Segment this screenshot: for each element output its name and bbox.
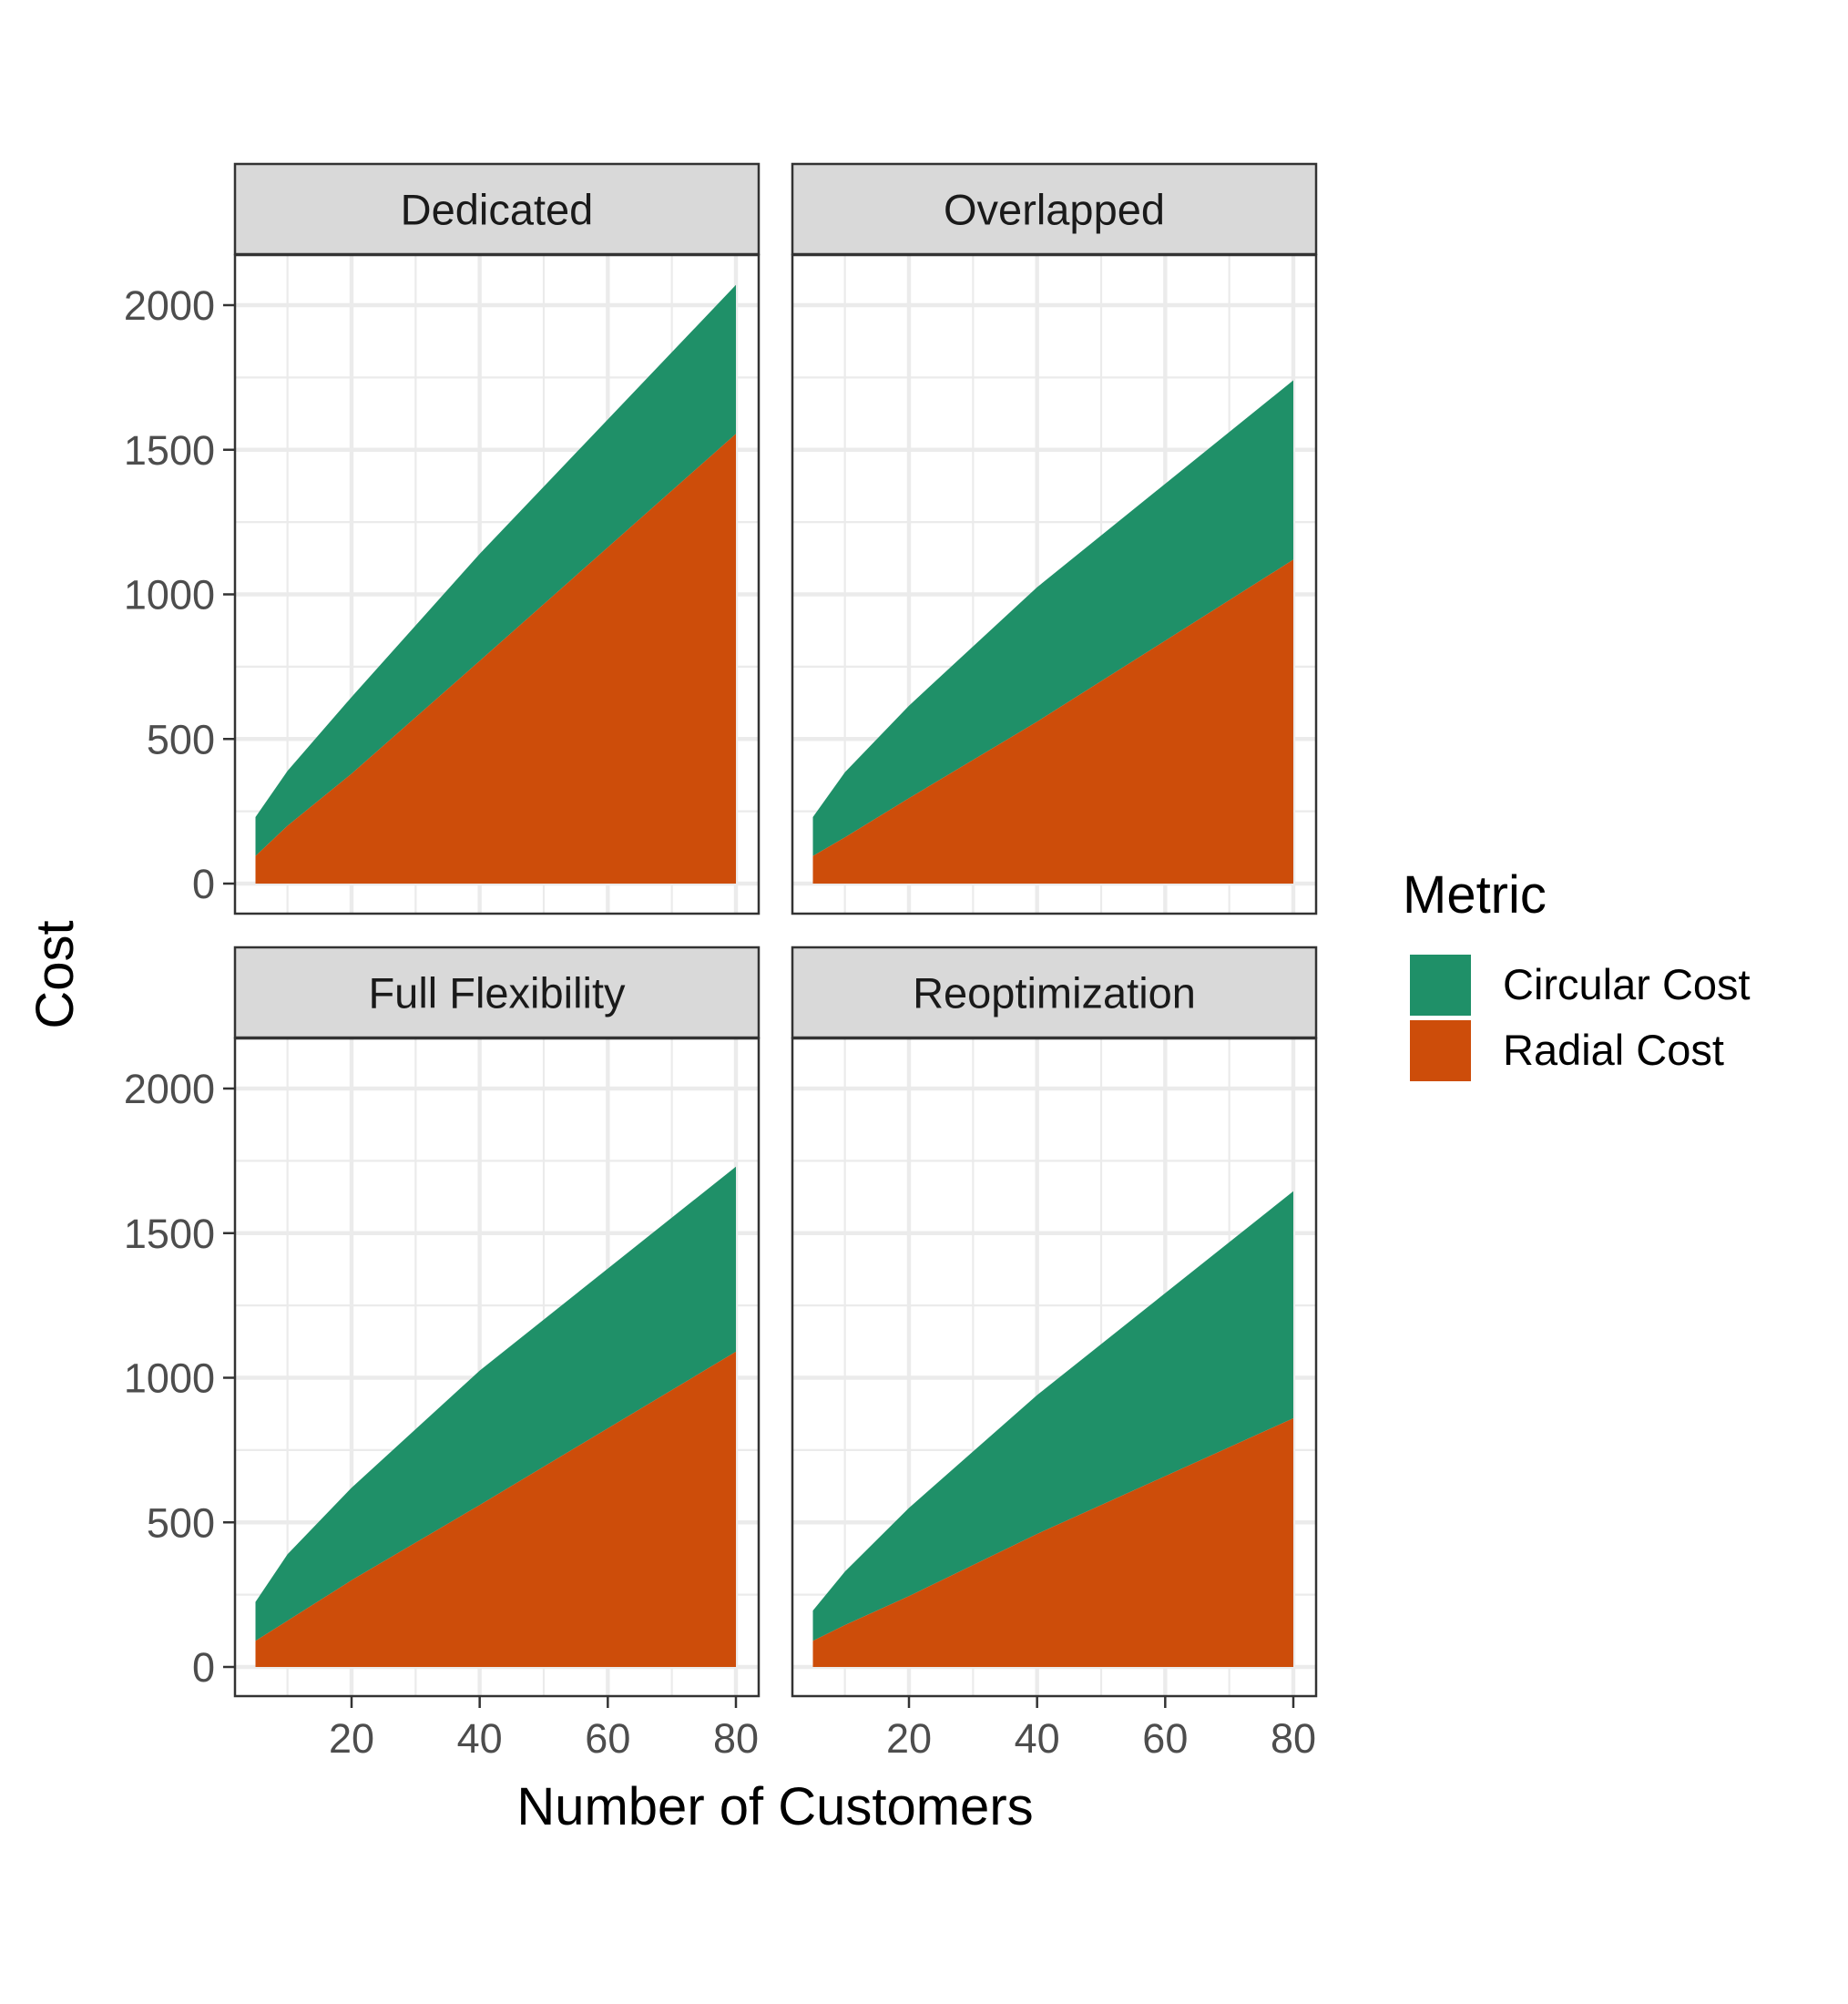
x-axis-title: Number of Customers: [516, 1777, 1033, 1836]
legend-items: Circular Cost Radial Cost: [1410, 955, 1751, 1081]
area-circular-cost: [812, 380, 1293, 856]
x-tick-label: 40: [457, 1715, 503, 1762]
facet-strip: [233, 162, 761, 256]
x-tick-label: 60: [1142, 1715, 1188, 1762]
area-radial-cost: [812, 559, 1293, 884]
area-radial-cost: [812, 1418, 1293, 1667]
y-tick-label: 1000: [124, 572, 215, 619]
x-tick-label: 80: [713, 1715, 759, 1762]
facet-strip-label: Full Flexibility: [368, 969, 626, 1017]
facet-strip: [791, 946, 1318, 1039]
facet-strip: [791, 162, 1318, 256]
panel-dedicated: Dedicated 0 500 1000 1500 2000: [124, 162, 761, 915]
facet-strip-label: Overlapped: [944, 186, 1165, 234]
facet-strip: [233, 946, 761, 1039]
area-radial-cost: [255, 434, 736, 884]
y-tick-label: 1500: [124, 427, 215, 474]
legend-title: Metric: [1403, 865, 1547, 925]
x-tick-label: 20: [329, 1715, 374, 1762]
panel-full-flexibility: Full Flexibility 0 500 1000 1500 2000 20 40 60 80: [124, 946, 761, 1762]
y-tick-label: 0: [192, 861, 215, 907]
legend-swatch-circular-cost: [1410, 955, 1471, 1016]
y-tick-label: 2000: [124, 1066, 215, 1112]
panel-border: [233, 1037, 761, 1698]
x-tick-label: 80: [1271, 1715, 1316, 1762]
legend: Metric Circular Cost Radial Cost: [1403, 865, 1751, 1081]
panel-overlapped: Overlapped: [791, 162, 1318, 915]
panel-border: [791, 253, 1318, 915]
y-tick-label: 1000: [124, 1355, 215, 1402]
x-tick-label: 60: [585, 1715, 630, 1762]
y-tick-label: 500: [147, 716, 215, 762]
y-tick-label: 0: [192, 1644, 215, 1691]
y-tick-label: 2000: [124, 282, 215, 329]
y-tick-label: 1500: [124, 1211, 215, 1257]
legend-label-radial-cost: Radial Cost: [1503, 1026, 1724, 1074]
x-tick-label: 20: [886, 1715, 932, 1762]
panels-layer: Dedicated 0 500 1000 1500 2000 Overlapped Full …: [124, 162, 1318, 1762]
panel-border: [791, 1037, 1318, 1698]
area-circular-cost: [812, 1191, 1293, 1641]
legend-swatch-radial-cost: [1410, 1020, 1471, 1081]
facet-strip-label: Dedicated: [401, 186, 594, 234]
area-circular-cost: [255, 1166, 736, 1641]
legend-label-circular-cost: Circular Cost: [1503, 960, 1751, 1008]
panel-reoptimization: Reoptimization 20 40 60 80: [791, 946, 1318, 1762]
panel-border: [233, 253, 761, 915]
y-tick-label: 500: [147, 1499, 215, 1546]
area-radial-cost: [255, 1351, 736, 1667]
facet-strip-label: Reoptimization: [913, 969, 1196, 1017]
x-tick-label: 40: [1015, 1715, 1060, 1762]
area-circular-cost: [255, 284, 736, 856]
y-axis-title: Cost: [26, 920, 85, 1028]
